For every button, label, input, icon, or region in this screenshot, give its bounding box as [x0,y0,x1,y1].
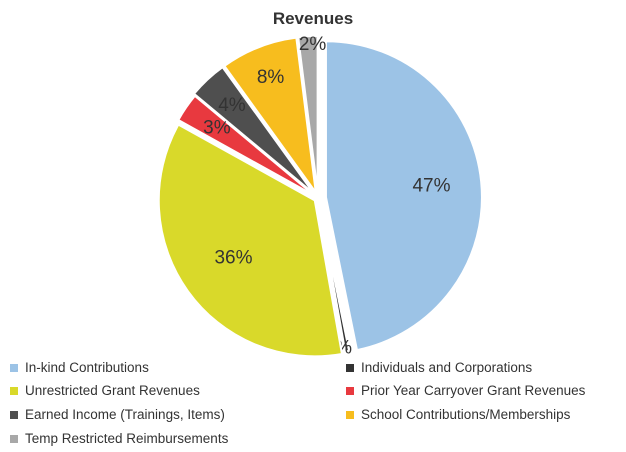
legend-label: Temp Restricted Reimbursements [25,431,229,446]
legend-label: In-kind Contributions [25,360,149,375]
chart-title: Revenues [272,9,354,28]
slice-label: 2% [299,34,327,55]
legend-item: Unrestricted Grant Revenues [10,383,200,398]
legend-label: Unrestricted Grant Revenues [25,383,200,398]
legend-label: Earned Income (Trainings, Items) [25,407,225,422]
legend-item: In-kind Contributions [10,360,149,375]
legend-label: School Contributions/Memberships [361,407,571,422]
pie-slice-temp-restricted-reimbursements [297,35,319,193]
legend-swatch [346,363,354,372]
legend-item: Prior Year Carryover Grant Revenues [346,383,585,398]
legend-swatch [10,363,18,372]
pie-chart: 47%0%36%3%4%8%2% [157,34,483,359]
pie-slice-unrestricted-grant-revenues [157,123,344,358]
pie-slice-in-kind-contributions [324,40,483,352]
legend-item: Temp Restricted Reimbursements [10,431,228,446]
slice-label: 8% [257,67,285,88]
legend-label: Prior Year Carryover Grant Revenues [361,383,586,398]
legend-item: Earned Income (Trainings, Items) [10,407,225,422]
legend-item: School Contributions/Memberships [346,407,570,422]
legend-swatch [346,386,354,395]
slice-label: 47% [412,176,450,197]
pie-slice-school-contributions-memberships [223,36,317,194]
legend-label: Individuals and Corporations [361,360,533,375]
pie-slice-prior-year-carryover-grant-revenues [176,94,316,197]
legend-item: Individuals and Corporations [346,360,532,375]
pie-slice-individuals-and-corporations [317,197,351,353]
legend-swatch [10,410,18,419]
slice-label: 3% [203,118,231,139]
slice-label: 4% [218,95,246,116]
pie-slice-earned-income-trainings-items [192,65,315,195]
legend-swatch [10,386,18,395]
legend-swatch [346,410,354,419]
legend-swatch [10,434,18,443]
slice-label: 36% [214,247,252,268]
